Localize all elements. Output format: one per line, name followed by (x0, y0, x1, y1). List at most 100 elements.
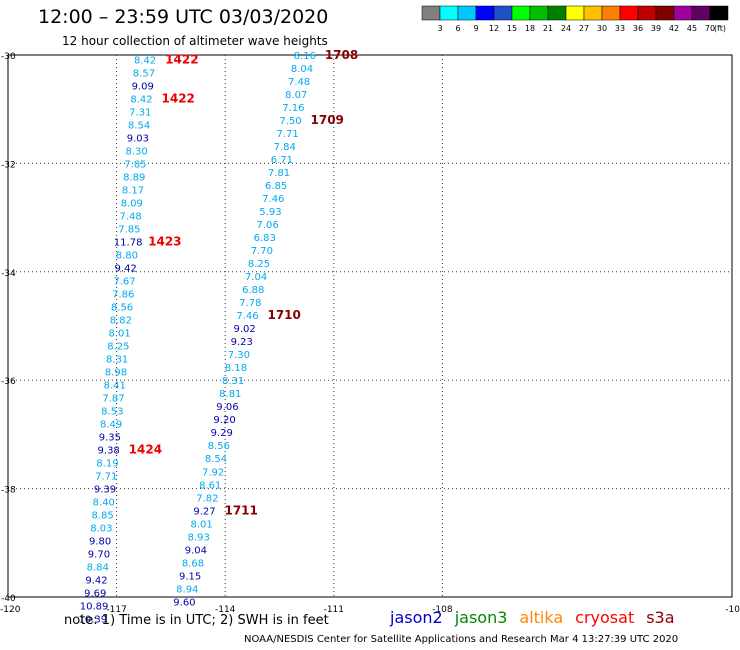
colorbar-label: 33 (615, 24, 625, 33)
y-tick-label: -32 (1, 160, 16, 170)
colorbar-swatch (655, 5, 675, 21)
x-tick-label: -108 (432, 605, 453, 615)
wave-height-label: 8.82 (110, 315, 132, 326)
wave-height-label: 6.88 (242, 285, 264, 296)
wave-height-label: 9.03 (127, 133, 149, 144)
wave-height-label: 7.04 (245, 272, 267, 283)
time-label: 1422 (165, 52, 198, 66)
colorbar-swatch (601, 5, 621, 21)
wave-height-label: 7.85 (118, 224, 140, 235)
colorbar-swatch (709, 5, 729, 21)
wave-height-label: 10.39 (79, 615, 108, 626)
colorbar-swatch (637, 5, 657, 21)
colorbar-swatch (583, 5, 603, 21)
colorbar-label: 18 (525, 24, 535, 33)
wave-height-label: 9.27 (193, 506, 215, 517)
wave-height-label: 8.61 (199, 480, 221, 491)
wave-height-label: 8.56 (111, 302, 133, 313)
y-tick-label: -36 (1, 377, 16, 387)
wave-height-label: 8.54 (205, 454, 227, 465)
wave-height-label: 8.17 (122, 185, 144, 196)
wave-height-label: 8.07 (285, 90, 307, 101)
colorbar-swatch (673, 5, 693, 21)
wave-height-label: 8.56 (208, 441, 230, 452)
time-label: 1708 (325, 48, 358, 62)
wave-height-label: 8.98 (105, 368, 127, 379)
legend-cryosat: cryosat (575, 608, 635, 627)
wave-height-label: 8.89 (123, 172, 145, 183)
colorbar-swatch (475, 5, 495, 21)
wave-height-label: 8.19 (96, 459, 118, 470)
chart-title: 12:00 – 23:59 UTC 03/03/2020 (38, 6, 329, 28)
y-tick-label: -34 (1, 269, 16, 279)
wave-height-label: 9.38 (98, 446, 120, 457)
x-tick-label: -114 (215, 605, 236, 615)
plot-frame (7, 54, 733, 598)
wave-height-label: 7.50 (279, 116, 301, 127)
colorbar-swatch (457, 5, 477, 21)
wave-height-label: 8.25 (248, 259, 270, 270)
time-label: 1709 (311, 113, 344, 127)
x-tick-label: -117 (106, 605, 126, 615)
wave-height-label: 8.31 (222, 376, 244, 387)
wave-height-label: 9.70 (88, 550, 110, 561)
time-label: 1711 (224, 503, 257, 517)
colorbar-swatch (493, 5, 513, 21)
colorbar-label: 39 (651, 24, 661, 33)
wave-height-label: 8.16 (294, 51, 316, 62)
wave-height-label: 6.83 (254, 233, 276, 244)
wave-height-label: 7.30 (228, 350, 250, 361)
wave-height-label: 9.09 (132, 81, 154, 92)
time-label: 1424 (129, 443, 162, 457)
wave-height-label: 9.69 (84, 589, 106, 600)
colorbar-label: 70 (705, 24, 715, 33)
footer-credit: NOAA/NESDIS Center for Satellite Applica… (244, 634, 679, 645)
y-tick-label: -30 (1, 52, 16, 62)
x-tick-label: -120 (0, 605, 21, 615)
wave-height-label: 9.39 (94, 485, 116, 496)
wave-height-label: 7.84 (274, 142, 296, 153)
wave-height-label: 9.02 (233, 324, 255, 335)
wave-height-label: 7.06 (256, 220, 278, 231)
colorbar-label: 45 (687, 24, 697, 33)
legend-jason2: jason2 (390, 608, 443, 627)
wave-height-label: 9.42 (115, 263, 137, 274)
colorbar-label: 42 (669, 24, 679, 33)
wave-height-label: 8.40 (93, 498, 115, 509)
wave-height-label: 7.71 (277, 129, 299, 140)
wave-height-label: 9.60 (173, 597, 195, 608)
legend-s3a: s3a (646, 608, 675, 627)
wave-height-label: 9.35 (99, 433, 121, 444)
legend-altika: altika (519, 608, 564, 627)
wave-height-label: 9.23 (231, 337, 253, 348)
wave-height-label: 7.92 (202, 467, 224, 478)
wave-height-label: 8.68 (182, 558, 204, 569)
colorbar-label: 9 (473, 24, 478, 33)
wave-height-label: 9.20 (213, 415, 235, 426)
colorbar-label: 30 (597, 24, 607, 33)
colorbar-swatch (511, 5, 531, 21)
satellite-legend: jason2 jason3 altika cryosat s3a (390, 608, 687, 627)
wave-height-label: 8.01 (108, 329, 130, 340)
wave-height-label: 8.93 (188, 532, 210, 543)
wave-height-label: 8.84 (87, 563, 109, 574)
wave-height-label: 8.25 (107, 342, 129, 353)
wave-height-label: 8.01 (190, 519, 212, 530)
wave-height-label: 8.54 (128, 120, 150, 131)
x-tick-label: -111 (324, 605, 344, 615)
colorbar-swatch (439, 5, 459, 21)
units-note: note: 1) Time is in UTC; 2) SWH is in fe… (64, 613, 329, 628)
wave-height-label: 7.16 (282, 103, 304, 114)
wave-height-label: 7.86 (112, 289, 134, 300)
wave-height-label: 8.80 (116, 250, 138, 261)
wave-height-label: 7.87 (102, 394, 124, 405)
wave-height-label: 7.31 (129, 107, 151, 118)
wave-height-label: 9.04 (185, 545, 207, 556)
wave-height-label: 8.18 (225, 363, 247, 374)
colorbar-swatch (619, 5, 639, 21)
colorbar-label: 24 (561, 24, 571, 33)
colorbar-label: 15 (507, 24, 517, 33)
y-tick-label: -40 (1, 594, 16, 604)
wave-height-label: 7.70 (251, 246, 273, 257)
